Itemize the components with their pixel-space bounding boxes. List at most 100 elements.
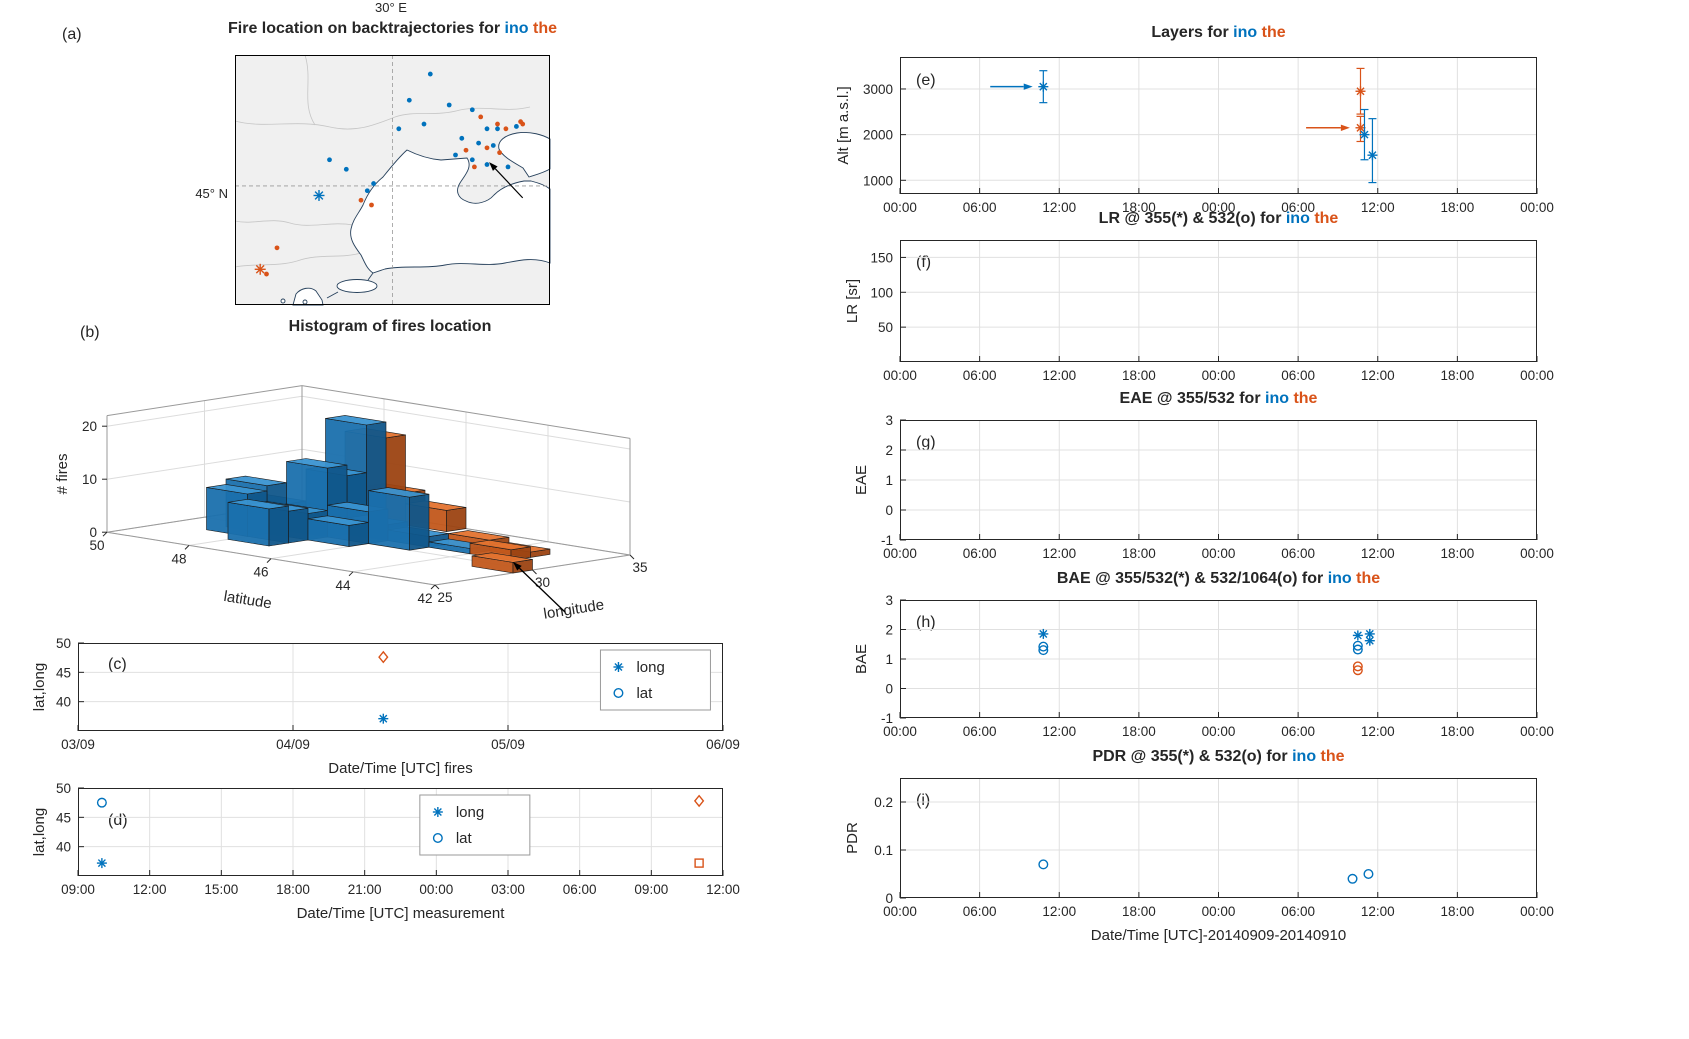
- svg-text:46: 46: [253, 565, 268, 580]
- series-name-the: the: [1320, 748, 1345, 765]
- svg-text:40: 40: [56, 695, 71, 710]
- gridlines: [900, 778, 1537, 898]
- svg-text:EAE: EAE: [853, 465, 870, 495]
- panel-label-i: (i): [916, 792, 931, 809]
- svg-text:06:00: 06:00: [1281, 904, 1315, 919]
- svg-text:09:00: 09:00: [634, 882, 668, 897]
- panel-h-title-text: BAE @ 355/532(*) & 532/1064(o) for: [1056, 570, 1328, 587]
- dardanelles-strait: [326, 291, 339, 299]
- chart-f: 00:00 06:00 12:00 18:00 00:00 06:00 12:00 18:00…: [844, 240, 1554, 383]
- map-lon-label: 30° E: [375, 0, 407, 15]
- svg-text:BAE: BAE: [853, 644, 870, 674]
- svg-text:18:00: 18:00: [1440, 904, 1474, 919]
- hist-bar-ino: [307, 515, 369, 547]
- svg-text:45: 45: [56, 665, 71, 680]
- chart-c: 03/09 04/09 05/09 06/09 50 45 40 long lat Date/Ti…: [31, 636, 740, 777]
- fire-map: [234, 54, 551, 306]
- map-title-text: Fire location on backtrajectories for: [228, 20, 505, 37]
- svg-text:06:00: 06:00: [963, 724, 997, 739]
- svg-text:00:00: 00:00: [883, 724, 917, 739]
- svg-text:18:00: 18:00: [1440, 368, 1474, 383]
- svg-text:04/09: 04/09: [276, 737, 310, 752]
- panel-label-e: (e): [916, 72, 936, 89]
- svg-text:06/09: 06/09: [706, 737, 740, 752]
- svg-text:0: 0: [885, 891, 893, 906]
- svg-text:2: 2: [885, 623, 893, 638]
- tick-labels: 09:00 12:00 15:00 18:00 21:00 00:00 03:00 06:00…: [56, 781, 740, 897]
- panel-d-axes: 09:00 12:00 15:00 18:00 21:00 00:00 03:00 06:00…: [31, 781, 740, 922]
- svg-text:18:00: 18:00: [1122, 904, 1156, 919]
- svg-text:3: 3: [885, 413, 893, 428]
- tick-labels: 00:00 06:00 12:00 18:00 00:00 06:00 12:00 18:00…: [881, 593, 1554, 739]
- series-name-ino: ino: [504, 20, 529, 37]
- legend: long lat: [599, 649, 711, 711]
- panel-h-title: BAE @ 355/532(*) & 532/1064(o) for ino t…: [900, 570, 1537, 588]
- svg-text:00:00: 00:00: [883, 546, 917, 561]
- data-series: [1038, 859, 1374, 884]
- marmara-sea: [336, 279, 378, 293]
- svg-text:18:00: 18:00: [1440, 546, 1474, 561]
- site-marker-ino: [313, 189, 325, 201]
- data-series: [1038, 628, 1375, 676]
- fires-histogram-3d: 0 10 20 50 48 46 44 42 25 30 35 latitude longitude # …: [54, 385, 648, 623]
- svg-text:2: 2: [885, 443, 893, 458]
- panel-e-axes: 00:00 06:00 12:00 18:00 00:00 06:00 12:00 18:00…: [835, 57, 1554, 215]
- chart-d: 09:00 12:00 15:00 18:00 21:00 00:00 03:00 06:00…: [31, 781, 740, 922]
- svg-text:12:00: 12:00: [1361, 724, 1395, 739]
- chart-g: 00:00 06:00 12:00 18:00 00:00 06:00 12:00 18:00…: [853, 413, 1554, 561]
- svg-text:-1: -1: [881, 711, 893, 726]
- panel-label-c: (c): [108, 656, 127, 673]
- svg-text:30: 30: [535, 575, 550, 590]
- panel-c-axes: 03/09 04/09 05/09 06/09 50 45 40 long lat Date/Ti…: [31, 636, 740, 777]
- fire-dots-the: [264, 114, 526, 277]
- series-name-the: the: [1293, 390, 1318, 407]
- svg-text:long: long: [636, 659, 664, 676]
- svg-text:42: 42: [417, 591, 432, 606]
- svg-text:0: 0: [89, 525, 97, 540]
- svg-text:03/09: 03/09: [61, 737, 95, 752]
- svg-text:00:00: 00:00: [1202, 368, 1236, 383]
- svg-text:18:00: 18:00: [1122, 368, 1156, 383]
- svg-text:150: 150: [870, 250, 893, 265]
- svg-text:Date/Time [UTC] fires: Date/Time [UTC] fires: [328, 760, 472, 777]
- data-series: [378, 650, 389, 724]
- svg-text:06:00: 06:00: [563, 882, 597, 897]
- fire-dots-ino: [327, 71, 519, 194]
- series-name-the: the: [1314, 210, 1339, 227]
- svg-text:00:00: 00:00: [883, 200, 917, 215]
- series-name-the: the: [1356, 570, 1381, 587]
- svg-text:00:00: 00:00: [1202, 724, 1236, 739]
- svg-text:35: 35: [632, 560, 647, 575]
- svg-text:15:00: 15:00: [204, 882, 238, 897]
- svg-text:-1: -1: [881, 533, 893, 548]
- svg-text:lat: lat: [456, 830, 473, 847]
- panel-label-d: (d): [108, 812, 128, 829]
- panel-e-title: Layers for ino the: [900, 24, 1537, 42]
- svg-text:PDR: PDR: [844, 822, 861, 854]
- svg-text:0: 0: [885, 503, 893, 518]
- svg-text:00:00: 00:00: [1520, 904, 1554, 919]
- site-marker-the: [254, 263, 266, 275]
- svg-text:10: 10: [82, 472, 97, 487]
- svg-text:LR [sr]: LR [sr]: [844, 279, 861, 323]
- svg-text:06:00: 06:00: [1281, 368, 1315, 383]
- svg-text:12:00: 12:00: [1361, 368, 1395, 383]
- chart-h: 00:00 06:00 12:00 18:00 00:00 06:00 12:00 18:00…: [853, 593, 1554, 739]
- svg-text:lat,long: lat,long: [31, 663, 48, 711]
- panel-g-title-text: EAE @ 355/532 for: [1119, 390, 1265, 407]
- svg-text:1000: 1000: [863, 173, 893, 188]
- svg-text:1: 1: [885, 473, 893, 488]
- map-border: [235, 55, 550, 305]
- svg-text:50: 50: [56, 636, 71, 651]
- svg-text:12:00: 12:00: [1361, 546, 1395, 561]
- series-name-the: the: [1261, 24, 1286, 41]
- tick-labels: 00:00 06:00 12:00 18:00 00:00 06:00 12:00 18:00…: [881, 413, 1554, 561]
- tick-labels: 00:00 06:00 12:00 18:00 00:00 06:00 12:00 18:00…: [870, 250, 1553, 383]
- svg-text:12:00: 12:00: [133, 882, 167, 897]
- svg-text:lat,long: lat,long: [31, 808, 48, 856]
- map-arrow: [489, 162, 524, 199]
- panel-label-h: (h): [916, 614, 936, 631]
- svg-text:00:00: 00:00: [1520, 724, 1554, 739]
- gridlines: [900, 57, 1537, 194]
- svg-text:2000: 2000: [863, 128, 893, 143]
